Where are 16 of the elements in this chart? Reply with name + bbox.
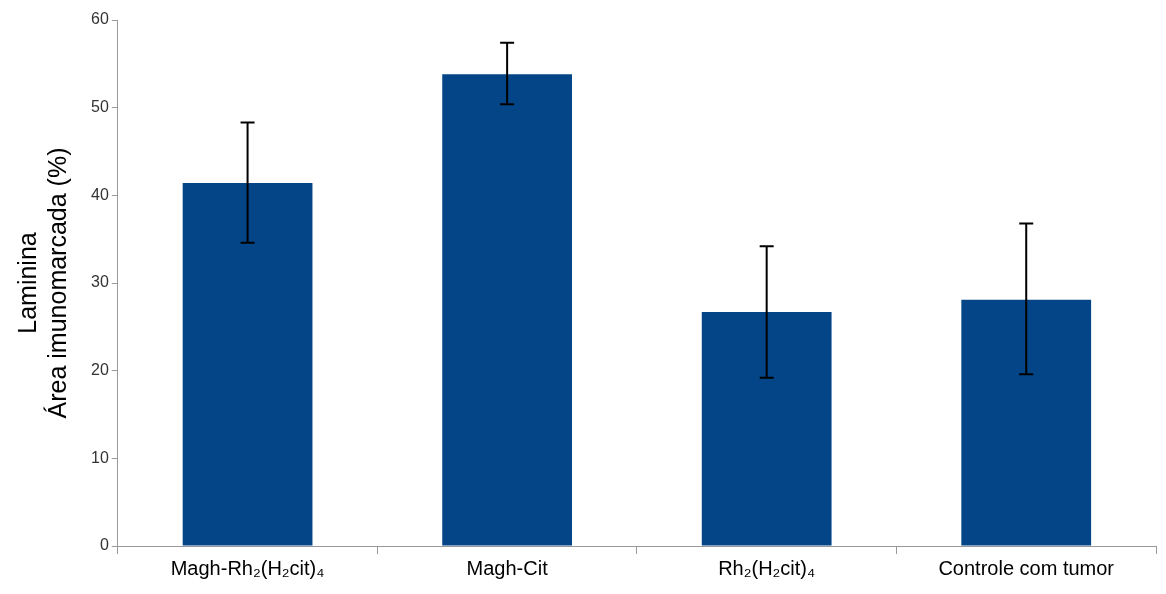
- x-tick-label: Magh-Rh₂(H₂cit)₄: [170, 556, 325, 579]
- x-tick-label: Rh₂(H₂cit)₄: [718, 556, 816, 579]
- y-tick-label: 10: [91, 448, 109, 466]
- bar: [182, 183, 313, 546]
- y-axis-title: Laminina Área imunomarcada (%): [12, 147, 71, 419]
- x-tick-label: Controle com tumor: [938, 556, 1115, 579]
- bar: [961, 299, 1092, 546]
- y-tick-label: 50: [91, 98, 109, 116]
- bar: [701, 311, 832, 546]
- y-tick-label: 30: [91, 273, 109, 291]
- y-tick-label: 20: [91, 361, 109, 379]
- x-tick-label: Magh-Cit: [466, 556, 549, 579]
- bar: [442, 74, 573, 546]
- y-tick-label: 0: [99, 536, 109, 554]
- y-tick-label: 40: [91, 185, 109, 203]
- y-tick-label: 60: [91, 10, 109, 28]
